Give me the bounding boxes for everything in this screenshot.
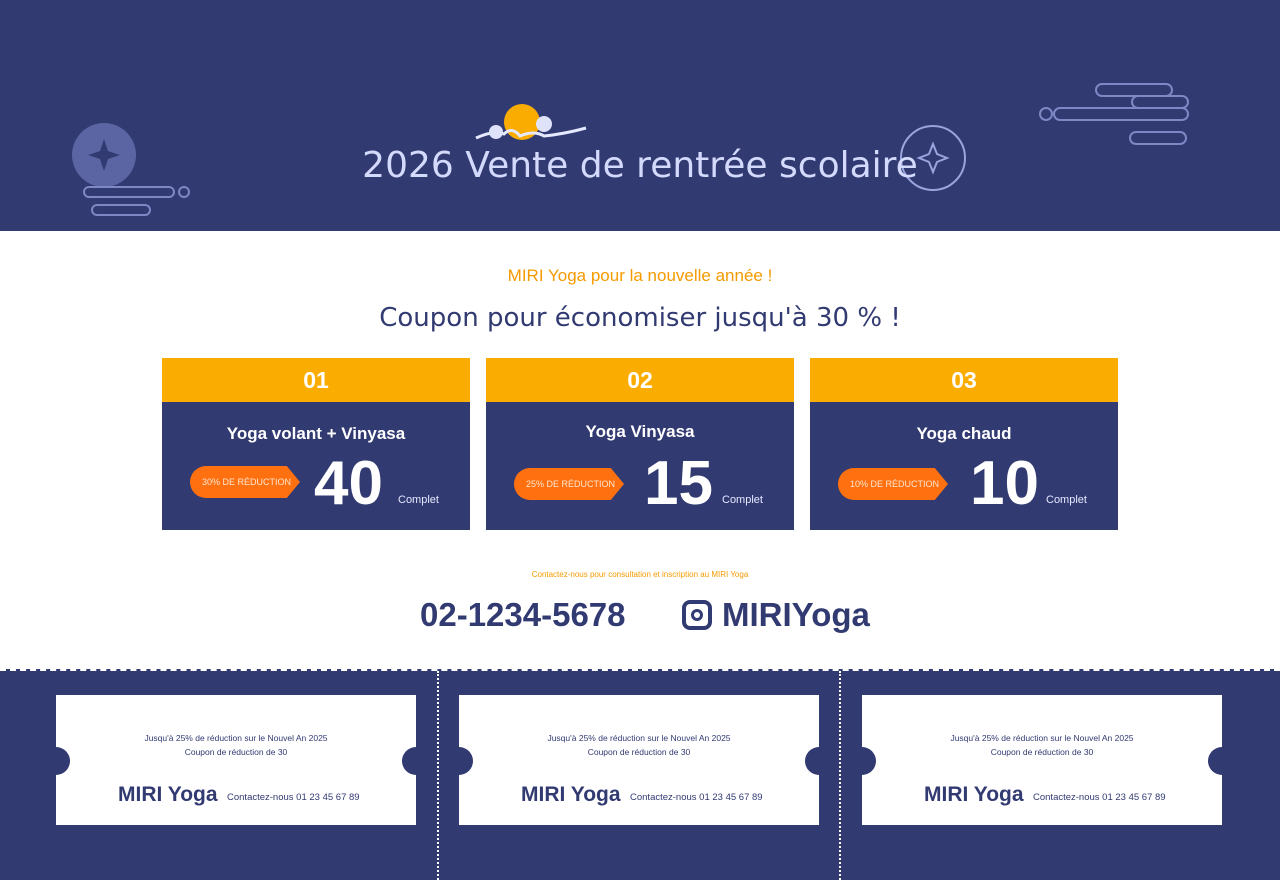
card-name: Yoga chaud	[916, 424, 1012, 443]
ticket-line2: Coupon de réduction de 30	[990, 747, 1094, 757]
ticket-notch	[805, 747, 833, 775]
ticket-contact: Contactez-nous 01 23 45 67 89	[227, 792, 360, 803]
hero-banner: 2026 Vente de rentrée scolaire	[0, 0, 1280, 231]
ticket-brand: MIRI Yoga	[118, 783, 218, 806]
ticket-notch	[848, 747, 876, 775]
ticket-line2: Coupon de réduction de 30	[184, 747, 288, 757]
cloud-lines-icon	[1039, 83, 1189, 145]
ticket-notch	[42, 747, 70, 775]
ticket-contact: Contactez-nous 01 23 45 67 89	[630, 792, 763, 803]
card-number: 03	[810, 358, 1118, 402]
card-status: Complet	[722, 494, 763, 506]
ticket-line2: Coupon de réduction de 30	[587, 747, 691, 757]
ticket: Jusqu'à 25% de réduction sur le Nouvel A…	[445, 695, 833, 825]
ticket: Jusqu'à 25% de réduction sur le Nouvel A…	[848, 695, 1236, 825]
discount-badge: 10% DE RÉDUCTION	[838, 468, 948, 500]
ticket-line1: Jusqu'à 25% de réduction sur le Nouvel A…	[144, 733, 328, 743]
ticket-notch	[1208, 747, 1236, 775]
discount-badge: 25% DE RÉDUCTION	[514, 468, 624, 500]
sun-cloud-icon	[475, 104, 587, 140]
subtitle: MIRI Yoga pour la nouvelle année !	[507, 266, 773, 285]
instagram-icon	[682, 600, 712, 630]
cut-line	[839, 671, 841, 880]
ticket-notch	[445, 747, 473, 775]
cut-line	[437, 671, 439, 880]
ticket: Jusqu'à 25% de réduction sur le Nouvel A…	[42, 695, 430, 825]
coupon-card: 02 Yoga Vinyasa 25% DE RÉDUCTION 15 Comp…	[486, 358, 794, 530]
coupon-card: 01 Yoga volant + Vinyasa 30% DE RÉDUCTIO…	[162, 358, 470, 530]
instagram-handle[interactable]: MIRIYoga	[722, 596, 870, 633]
ticket-brand: MIRI Yoga	[924, 783, 1024, 806]
phone-number[interactable]: 02-1234-5678	[420, 596, 626, 633]
card-status: Complet	[398, 494, 439, 506]
card-count: 40	[314, 449, 383, 518]
card-number: 02	[486, 358, 794, 402]
headline: Coupon pour économiser jusqu'à 30 % !	[379, 303, 901, 333]
ticket-brand: MIRI Yoga	[521, 783, 621, 806]
card-count: 15	[644, 449, 713, 518]
ticket-contact: Contactez-nous 01 23 45 67 89	[1033, 792, 1166, 803]
card-count: 10	[970, 449, 1039, 518]
discount-badge: 30% DE RÉDUCTION	[190, 466, 300, 498]
contact-note: Contactez-nous pour consultation et insc…	[531, 570, 749, 579]
card-status: Complet	[1046, 494, 1087, 506]
tickets-section: Jusqu'à 25% de réduction sur le Nouvel A…	[0, 669, 1280, 880]
ticket-line1: Jusqu'à 25% de réduction sur le Nouvel A…	[547, 733, 731, 743]
ticket-notch	[402, 747, 430, 775]
card-name: Yoga Vinyasa	[585, 422, 695, 441]
page-title: 2026 Vente de rentrée scolaire	[362, 145, 918, 186]
flower-outline-icon	[900, 125, 966, 191]
card-number: 01	[162, 358, 470, 402]
coupon-card: 03 Yoga chaud 10% DE RÉDUCTION 10 Comple…	[810, 358, 1118, 530]
ticket-line1: Jusqu'à 25% de réduction sur le Nouvel A…	[950, 733, 1134, 743]
flower-icon	[72, 123, 190, 216]
card-name: Yoga volant + Vinyasa	[226, 424, 406, 443]
